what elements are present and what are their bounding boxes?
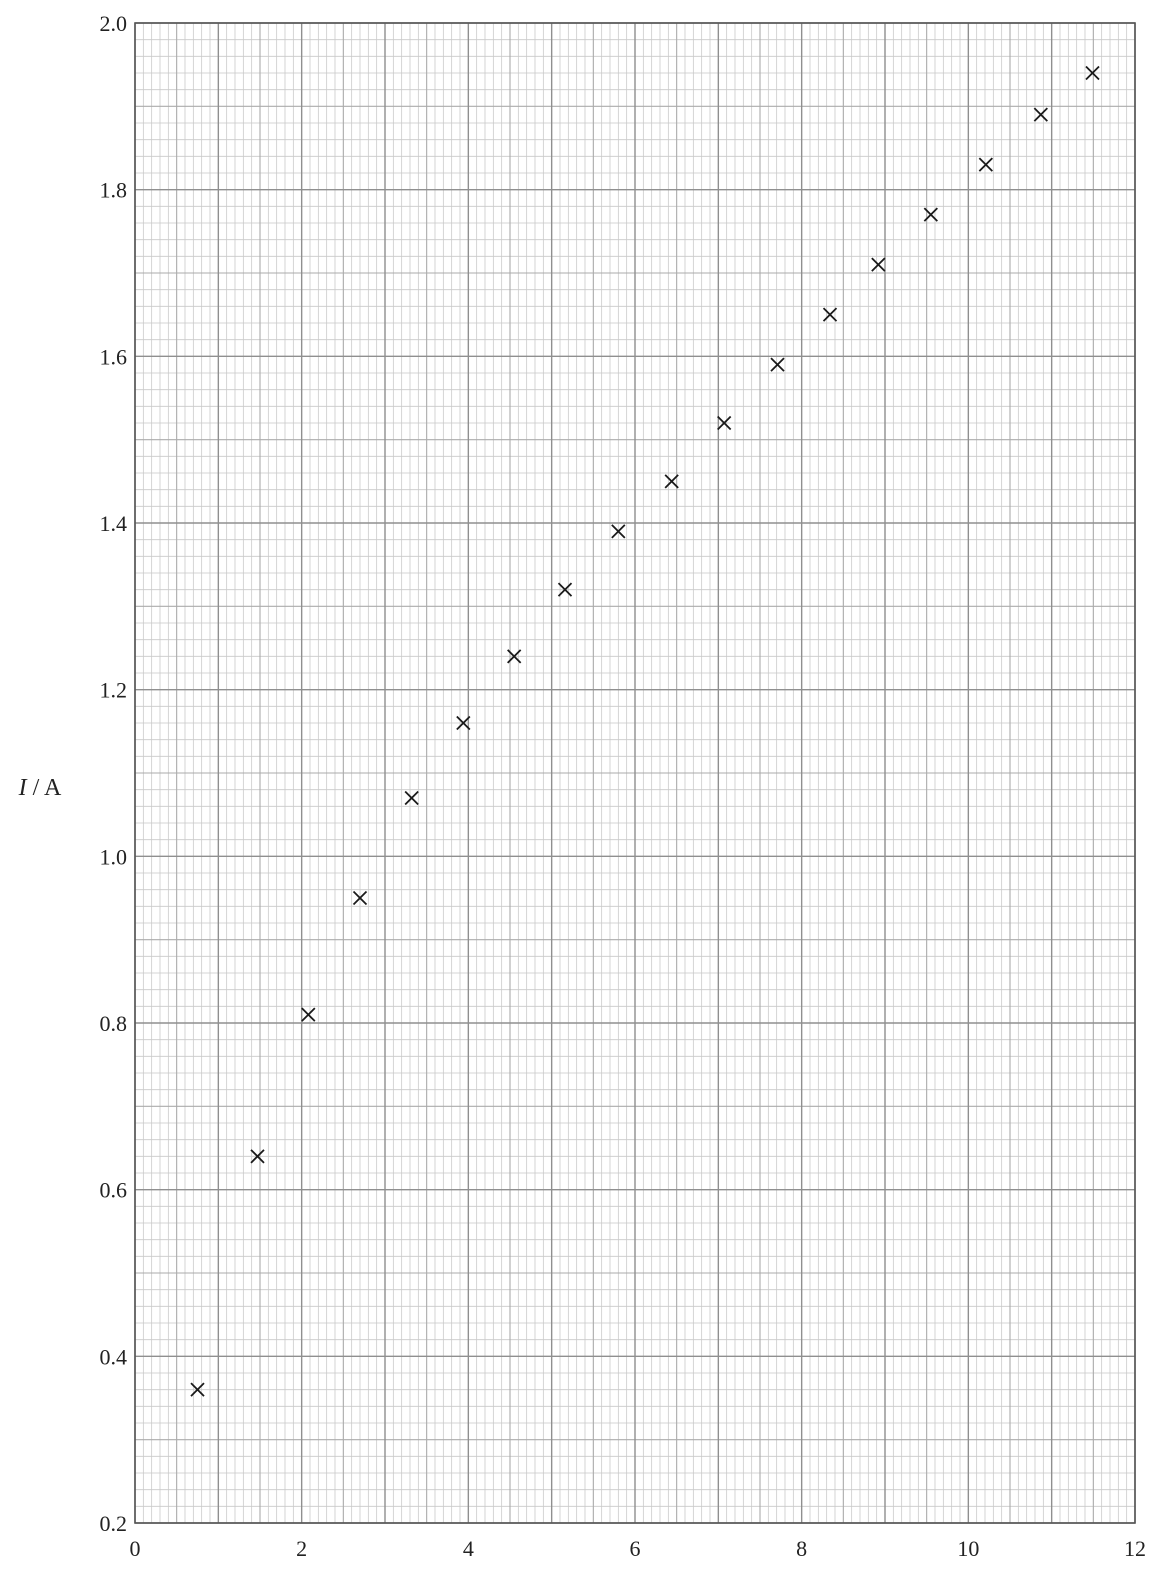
y-tick-label: 1.4 [100,511,128,536]
data-point-stroke [557,582,573,597]
data-point [301,1007,316,1022]
data-point [717,415,732,431]
data-point [557,582,573,597]
data-point [871,257,886,272]
data-point [770,357,785,372]
x-tick-label: 2 [296,1536,307,1561]
y-tick-labels: 0.2 0.4 0.6 0.8 1.0 1.2 1.4 1.6 1.8 2.0 [100,11,128,1536]
y-axis-label: I / A [18,775,62,801]
y-axis-label-unit: / A [27,775,62,801]
data-point-stroke [770,357,785,372]
data-point-stroke [978,157,993,172]
y-tick-label: 0.2 [100,1511,128,1536]
data-point-stroke [352,890,368,906]
y-tick-label: 1.6 [100,344,128,369]
data-point [507,649,522,664]
x-tick-label: 4 [463,1536,474,1561]
data-point [1085,65,1100,81]
y-tick-label: 1.0 [100,844,128,869]
data-point [1033,107,1048,122]
data-point [404,790,419,806]
y-tick-label: 2.0 [100,11,128,36]
data-point-stroke [1033,107,1048,122]
data-point-stroke [404,790,419,806]
x-tick-labels: 0 2 4 6 8 10 12 [130,1536,1147,1561]
data-point-stroke [664,474,679,489]
data-point [250,1149,265,1164]
data-point [664,474,679,489]
x-tick-label: 0 [130,1536,141,1561]
data-points [190,65,1100,1397]
data-point-stroke [1085,65,1100,81]
data-point [611,524,626,539]
y-tick-label: 0.6 [100,1178,128,1203]
data-point-stroke [923,207,938,222]
data-point [923,207,938,222]
data-point [190,1382,205,1397]
x-tick-label: 12 [1124,1536,1146,1561]
data-point [822,307,838,322]
y-tick-label: 1.8 [100,178,128,203]
data-point [352,890,368,906]
data-point-stroke [301,1007,316,1022]
data-point-stroke [717,415,732,431]
x-tick-label: 8 [796,1536,807,1561]
data-point-stroke [507,649,522,664]
y-tick-label: 0.8 [100,1011,128,1036]
data-point-stroke [456,715,471,731]
data-point-stroke [250,1149,265,1164]
data-point-stroke [822,307,838,322]
y-axis-label-symbol: I [18,775,28,801]
y-tick-label: 1.2 [100,678,128,703]
data-point [978,157,993,172]
data-point-stroke [190,1382,205,1397]
plot-frame [134,22,1136,1524]
data-point-stroke [611,524,626,539]
data-point-stroke [871,257,886,272]
data-point [456,715,471,731]
x-tick-label: 6 [630,1536,641,1561]
x-tick-label: 10 [957,1536,979,1561]
y-tick-label: 0.4 [100,1344,128,1369]
